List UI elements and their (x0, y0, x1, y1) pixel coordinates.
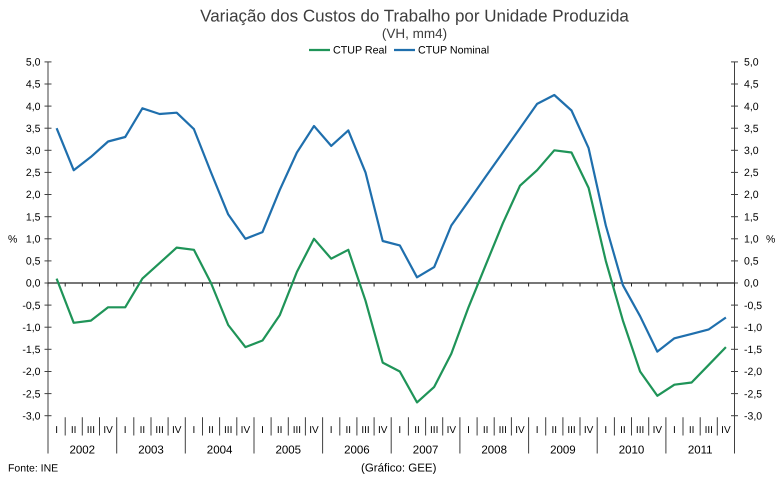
svg-text:Variação dos Custos do Trabalh: Variação dos Custos do Trabalho por Unid… (200, 7, 629, 26)
svg-text:1,5: 1,5 (744, 211, 759, 223)
svg-text:IV: IV (241, 425, 251, 436)
svg-text:-2,0: -2,0 (744, 366, 762, 378)
svg-text:II: II (620, 425, 626, 436)
svg-text:3,0: 3,0 (744, 145, 759, 157)
svg-text:0,5: 0,5 (26, 256, 41, 268)
svg-text:Fonte: INE: Fonte: INE (8, 463, 58, 475)
svg-text:%: % (766, 234, 775, 246)
svg-text:CTUP Real: CTUP Real (333, 45, 387, 57)
svg-text:4,0: 4,0 (26, 101, 41, 113)
svg-text:III: III (430, 425, 438, 436)
svg-text:2002: 2002 (70, 445, 96, 457)
svg-text:III: III (293, 425, 301, 436)
svg-text:2007: 2007 (413, 445, 439, 457)
svg-text:I: I (124, 425, 127, 436)
svg-text:IV: IV (103, 425, 113, 436)
svg-text:I: I (536, 425, 539, 436)
svg-text:II: II (552, 425, 558, 436)
svg-text:IV: IV (309, 425, 319, 436)
svg-text:I: I (55, 425, 58, 436)
svg-text:-1,0: -1,0 (22, 322, 40, 334)
svg-text:II: II (140, 425, 146, 436)
svg-text:III: III (155, 425, 163, 436)
svg-text:IV: IV (378, 425, 388, 436)
svg-text:I: I (261, 425, 264, 436)
svg-text:1,0: 1,0 (26, 234, 41, 246)
svg-text:III: III (567, 425, 575, 436)
svg-text:III: III (705, 425, 713, 436)
svg-text:III: III (361, 425, 369, 436)
svg-text:0,0: 0,0 (744, 278, 759, 290)
svg-text:2,5: 2,5 (26, 167, 41, 179)
svg-text:I: I (673, 425, 676, 436)
svg-text:II: II (346, 425, 352, 436)
svg-text:3,5: 3,5 (26, 123, 41, 135)
svg-text:IV: IV (172, 425, 182, 436)
svg-text:1,5: 1,5 (26, 211, 41, 223)
svg-text:IV: IV (515, 425, 525, 436)
svg-text:4,0: 4,0 (744, 101, 759, 113)
svg-text:2003: 2003 (138, 445, 164, 457)
svg-text:CTUP Nominal: CTUP Nominal (418, 45, 489, 57)
svg-text:IV: IV (584, 425, 594, 436)
svg-text:2010: 2010 (619, 445, 645, 457)
svg-text:2011: 2011 (688, 445, 713, 457)
svg-text:II: II (71, 425, 77, 436)
svg-text:-1,0: -1,0 (744, 322, 762, 334)
svg-text:I: I (604, 425, 607, 436)
svg-text:III: III (636, 425, 644, 436)
svg-text:-1,5: -1,5 (22, 344, 40, 356)
svg-text:-0,5: -0,5 (744, 300, 762, 312)
svg-text:I: I (330, 425, 333, 436)
svg-text:IV: IV (447, 425, 457, 436)
svg-text:-0,5: -0,5 (22, 300, 40, 312)
svg-text:III: III (499, 425, 507, 436)
svg-text:-2,0: -2,0 (22, 366, 40, 378)
svg-text:II: II (414, 425, 420, 436)
svg-text:5,0: 5,0 (26, 57, 41, 69)
svg-text:4,5: 4,5 (744, 79, 759, 91)
svg-text:IV: IV (721, 425, 731, 436)
svg-text:III: III (224, 425, 232, 436)
svg-text:II: II (208, 425, 214, 436)
svg-text:0,0: 0,0 (26, 278, 41, 290)
svg-text:I: I (193, 425, 196, 436)
svg-text:2005: 2005 (276, 445, 302, 457)
svg-text:%: % (8, 234, 17, 246)
svg-text:2008: 2008 (481, 445, 507, 457)
svg-text:-3,0: -3,0 (22, 410, 40, 422)
svg-text:2006: 2006 (344, 445, 370, 457)
svg-text:(VH, mm4): (VH, mm4) (382, 26, 447, 41)
svg-text:III: III (87, 425, 95, 436)
svg-text:II: II (277, 425, 283, 436)
svg-text:I: I (398, 425, 401, 436)
svg-text:4,5: 4,5 (26, 79, 41, 91)
svg-text:5,0: 5,0 (744, 57, 759, 69)
svg-text:-2,5: -2,5 (744, 388, 762, 400)
svg-text:2,0: 2,0 (26, 189, 41, 201)
svg-text:-2,5: -2,5 (22, 388, 40, 400)
svg-text:2004: 2004 (207, 445, 233, 457)
svg-text:IV: IV (653, 425, 663, 436)
svg-text:II: II (689, 425, 695, 436)
svg-text:II: II (483, 425, 489, 436)
svg-text:-3,0: -3,0 (744, 410, 762, 422)
svg-text:1,0: 1,0 (744, 234, 759, 246)
svg-text:-1,5: -1,5 (744, 344, 762, 356)
svg-text:2,5: 2,5 (744, 167, 759, 179)
svg-text:2009: 2009 (550, 445, 576, 457)
svg-text:I: I (467, 425, 470, 436)
svg-text:3,0: 3,0 (26, 145, 41, 157)
svg-text:(Gráfico: GEE): (Gráfico: GEE) (361, 463, 437, 475)
svg-text:0,5: 0,5 (744, 256, 759, 268)
svg-text:3,5: 3,5 (744, 123, 759, 135)
svg-text:2,0: 2,0 (744, 189, 759, 201)
